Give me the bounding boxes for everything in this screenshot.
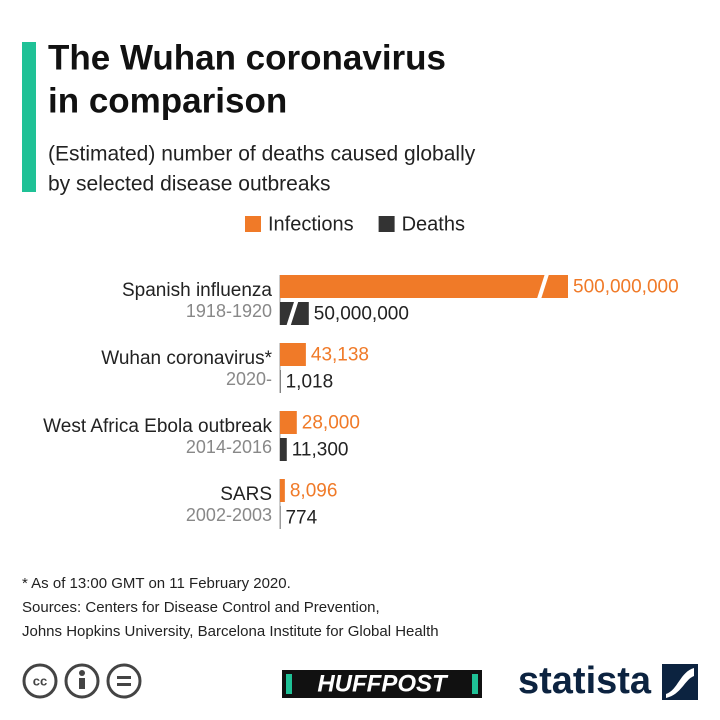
chart-title: in comparison: [48, 81, 287, 120]
value-label: 11,300: [292, 440, 349, 461]
legend-swatch: [245, 216, 261, 232]
statista-logo: statista: [518, 660, 652, 702]
category-label: West Africa Ebola outbreak: [43, 416, 272, 437]
axis-break: [286, 300, 299, 327]
huffpost-mark: [286, 674, 292, 694]
cc-icon: cc: [33, 673, 47, 688]
chart-title: The Wuhan coronavirus: [48, 38, 446, 77]
category-label: Wuhan coronavirus*: [101, 348, 272, 369]
bar: [280, 370, 281, 393]
period-label: 2014-2016: [186, 437, 272, 457]
value-label: 28,000: [302, 413, 360, 434]
period-label: 2020-: [226, 369, 272, 389]
value-label: 774: [285, 508, 317, 529]
legend-swatch: [378, 216, 395, 232]
category-label: Spanish influenza: [122, 280, 272, 301]
axis-break: [537, 273, 549, 300]
bar: [280, 411, 297, 434]
value-label: 43,138: [311, 345, 369, 366]
footnote: * As of 13:00 GMT on 11 February 2020.: [22, 575, 291, 592]
bar: [280, 275, 568, 298]
huffpost-box: [282, 670, 482, 698]
period-label: 1918-1920: [186, 301, 272, 321]
nd-icon: [117, 683, 131, 686]
subtitle: by selected disease outbreaks: [48, 173, 331, 196]
bar: [280, 343, 306, 366]
nd-icon: [117, 676, 131, 679]
huffpost-logo: HUFFPOST: [317, 670, 449, 697]
value-label: 500,000,000: [573, 277, 679, 298]
footnote: Sources: Centers for Disease Control and…: [22, 599, 380, 616]
accent-bar: [22, 42, 36, 192]
statista-icon: [666, 668, 694, 698]
bar: [280, 438, 287, 461]
legend-label: Deaths: [402, 213, 465, 235]
legend-label: Infections: [268, 213, 354, 235]
value-label: 1,018: [286, 372, 334, 393]
subtitle: (Estimated) number of deaths caused glob…: [48, 143, 476, 166]
period-label: 2002-2003: [186, 505, 272, 525]
value-label: 8,096: [290, 481, 338, 502]
value-label: 50,000,000: [314, 304, 409, 325]
by-icon: [79, 670, 85, 676]
category-label: SARS: [220, 484, 272, 505]
license-icons: [22, 663, 142, 699]
footnote: Johns Hopkins University, Barcelona Inst…: [22, 623, 439, 640]
by-icon: [79, 678, 85, 689]
bar: [280, 479, 285, 502]
huffpost-mark: [472, 674, 478, 694]
